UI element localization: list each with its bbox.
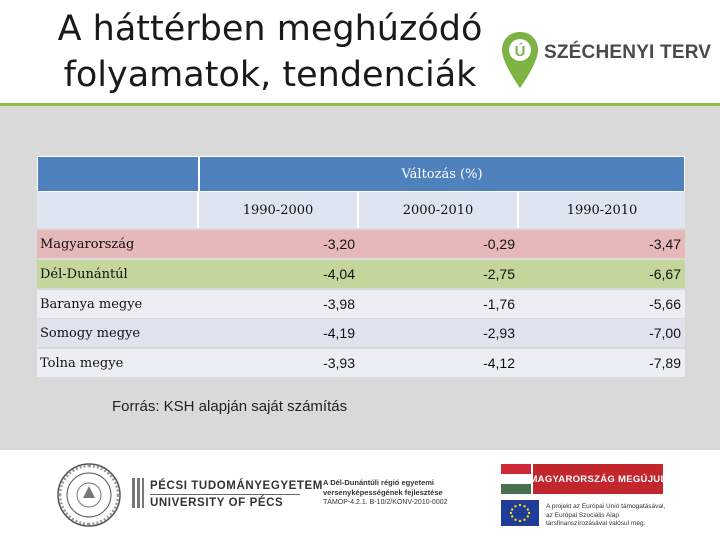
table-row: Baranya megye -3,98 -1,76 -5,66 (37, 290, 685, 318)
eu-flag-icon (501, 500, 539, 526)
project-line-1: A Dél-Dunántúli régió egyetemi (323, 478, 434, 487)
value-cell: -1,76 (483, 296, 515, 312)
map-pin-icon: Ú (502, 32, 538, 88)
title-line-1: A háttérben meghúzódó (57, 9, 483, 49)
hungarian-flag-icon (501, 464, 531, 494)
value-cell: -4,12 (483, 355, 515, 371)
table-row: Tolna megye -3,93 -4,12 -7,89 (37, 349, 685, 377)
period-corner-cell (37, 192, 199, 228)
region-label: Tolna megye (40, 355, 124, 371)
slide-header: A háttérben meghúzódó folyamatok, tenden… (0, 0, 720, 104)
table-row: Somogy megye -4,19 -2,93 -7,00 (37, 319, 685, 347)
logo-text: SZÉCHENYI TERV (544, 42, 712, 63)
value-cell: -3,47 (649, 236, 681, 252)
eu-line-3: társfinanszírozásával valósul meg. (546, 520, 646, 527)
period-header: 2000-2010 (359, 192, 519, 228)
hungary-renewal-badge: MAGYARORSZÁG MEGÚJUL (529, 464, 666, 494)
value-cell: -2,93 (483, 325, 515, 341)
header-corner-cell (37, 156, 199, 192)
region-label: Dél-Dunántúl (40, 266, 128, 282)
period-header: 1990-2010 (519, 192, 685, 228)
project-code: TÁMOP-4.2.1. B-10/2/KONV-2010-0002 (323, 499, 448, 506)
group-header-cell: Változás (%) (199, 156, 685, 192)
source-note: Forrás: KSH alapján saját számítás (112, 398, 348, 415)
value-cell: -0,29 (483, 236, 515, 252)
project-line-2: versenyképességének fejlesztése (323, 488, 443, 497)
university-name-hu: PÉCSI TUDOMÁNYEGYETEM (150, 480, 323, 492)
region-label: Magyarország (40, 236, 135, 252)
university-divider (150, 494, 300, 495)
value-cell: -4,19 (323, 325, 355, 341)
szechenyi-terv-logo: Ú SZÉCHENYI TERV (500, 30, 711, 92)
value-cell: -3,20 (323, 236, 355, 252)
logo-badge-letter: Ú (515, 42, 526, 60)
project-info: A Dél-Dunántúli régió egyetemi versenyké… (323, 478, 448, 508)
table-row: Dél-Dunántúl -4,04 -2,75 -6,67 (37, 260, 685, 288)
university-seal-icon (57, 463, 121, 527)
region-label: Somogy megye (40, 325, 141, 341)
region-label: Baranya megye (40, 296, 143, 312)
university-name-en: UNIVERSITY OF PÉCS (150, 497, 284, 509)
period-header: 1990-2000 (199, 192, 359, 228)
value-cell: -6,67 (649, 266, 681, 282)
table-header-row-1: Változás (%) (37, 156, 685, 192)
value-cell: -3,98 (323, 296, 355, 312)
value-cell: -7,89 (649, 355, 681, 371)
eu-line-2: az Európai Szociális Alap (546, 511, 619, 519)
eu-funding-note: A projekt az Európai Unió támogatásával,… (546, 503, 665, 529)
value-cell: -5,66 (649, 296, 681, 312)
value-cell: -3,93 (323, 355, 355, 371)
title-line-2: folyamatok, tendenciák (63, 55, 477, 95)
header-divider (0, 103, 720, 106)
value-cell: -4,04 (323, 266, 355, 282)
table-header-row-2: 1990-2000 2000-2010 1990-2010 (37, 192, 685, 228)
table-row: Magyarország -3,20 -0,29 -3,47 (37, 230, 685, 258)
slide-title: A háttérben meghúzódó folyamatok, tenden… (40, 6, 500, 98)
value-cell: -7,00 (649, 325, 681, 341)
university-name: PÉCSI TUDOMÁNYEGYETEM UNIVERSITY OF PÉCS (150, 478, 323, 512)
pte-mark-icon (132, 478, 144, 508)
eu-line-1: A projekt az Európai Unió támogatásával, (546, 503, 666, 510)
value-cell: -2,75 (483, 266, 515, 282)
